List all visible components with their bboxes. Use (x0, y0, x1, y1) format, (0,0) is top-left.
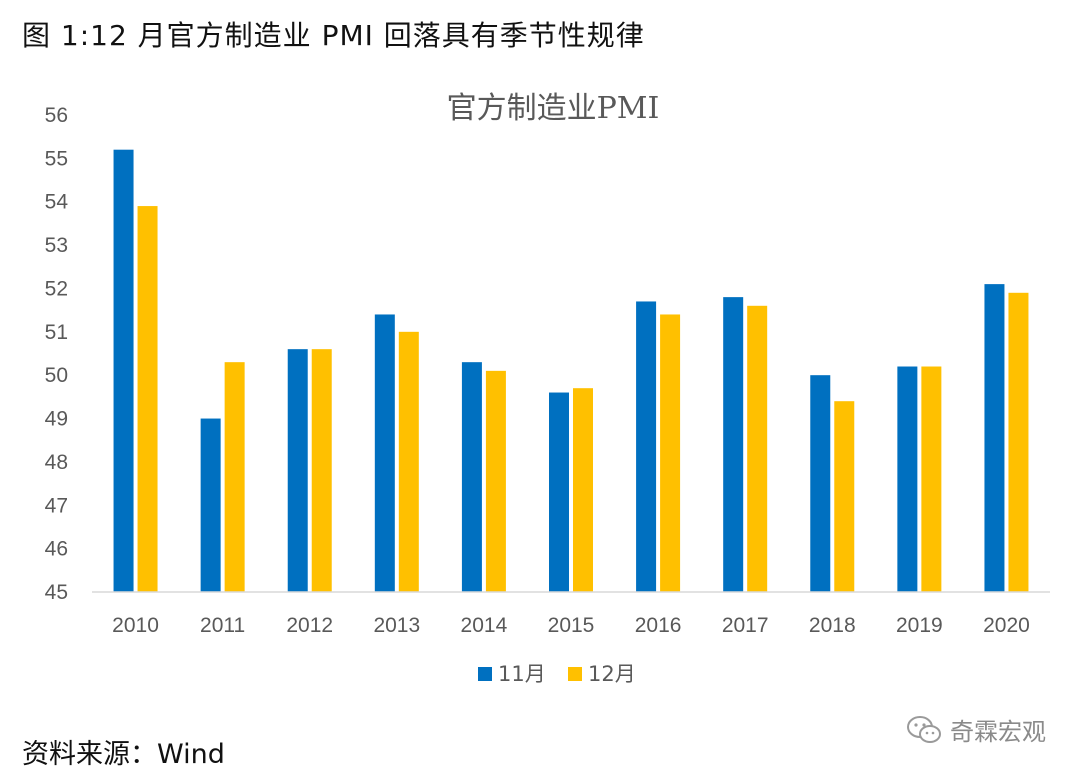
x-tick-label: 2012 (286, 614, 333, 637)
y-tick-label: 47 (45, 494, 68, 517)
bars (113, 149, 1029, 592)
bar-2016-series-2 (660, 314, 681, 592)
x-tick-label: 2018 (809, 614, 856, 637)
y-tick-label: 55 (45, 147, 68, 170)
bar-2018-series-2 (834, 401, 855, 592)
bar-2020-series-1 (984, 284, 1005, 592)
y-tick-label: 51 (45, 321, 68, 344)
bar-2014-series-2 (485, 370, 506, 592)
bar-2010-series-2 (137, 206, 158, 592)
legend-swatch-series-2 (568, 667, 582, 681)
x-tick-label: 2014 (461, 614, 508, 637)
bar-2012-series-1 (287, 349, 308, 592)
y-tick-label: 52 (45, 277, 68, 300)
x-tick-label: 2010 (112, 614, 159, 637)
bar-2017-series-1 (723, 297, 744, 592)
bar-2017-series-2 (747, 305, 768, 592)
y-tick-label: 50 (45, 364, 68, 387)
x-tick-label: 2016 (635, 614, 682, 637)
x-tick-label: 2019 (896, 614, 943, 637)
legend-label-series-2: 12月 (588, 662, 636, 686)
bar-2018-series-1 (810, 375, 831, 592)
y-tick-label: 56 (45, 104, 68, 127)
y-axis: 45 46 47 48 49 50 51 52 53 54 55 56 (45, 104, 69, 604)
bar-2010-series-1 (113, 149, 134, 592)
bar-2015-series-1 (549, 392, 569, 592)
watermark-text: 奇霖宏观 (950, 718, 1046, 746)
wechat-icon (907, 715, 941, 743)
legend-label-series-1: 11月 (498, 662, 546, 686)
legend: 11月 12月 (478, 662, 636, 686)
figure-caption: 图 1:12 月官方制造业 PMI 回落具有季节性规律 (22, 19, 645, 52)
bar-2012-series-2 (311, 349, 332, 592)
bar-2013-series-2 (398, 331, 419, 592)
bar-2011-series-2 (224, 362, 245, 592)
bar-2019-series-2 (921, 366, 942, 592)
watermark: 奇霖宏观 (906, 712, 1046, 747)
y-tick-label: 49 (45, 408, 68, 431)
x-tick-label: 2011 (200, 614, 245, 637)
bar-2014-series-1 (461, 362, 482, 592)
bar-2015-series-2 (573, 388, 593, 592)
y-tick-label: 45 (45, 581, 68, 604)
bar-2019-series-1 (897, 366, 918, 592)
y-tick-label: 53 (45, 234, 68, 257)
bar-2020-series-2 (1008, 292, 1029, 592)
bar-2013-series-1 (374, 314, 395, 592)
chart-title: 官方制造业PMI (447, 91, 660, 126)
y-tick-label: 54 (45, 191, 69, 214)
x-axis: 2010 2011 2012 2013 2014 2015 2016 2017 2018 2019… (112, 614, 1030, 637)
source-note: 资料来源：Wind (22, 739, 225, 770)
legend-swatch-series-1 (478, 667, 492, 681)
y-tick-label: 48 (45, 451, 68, 474)
x-tick-label: 2015 (548, 614, 595, 637)
x-tick-label: 2017 (722, 614, 769, 637)
bar-2016-series-1 (636, 301, 657, 592)
bar-2011-series-1 (200, 418, 221, 592)
x-tick-label: 2013 (373, 614, 420, 637)
y-tick-label: 46 (45, 538, 68, 561)
x-tick-label: 2020 (983, 614, 1030, 637)
